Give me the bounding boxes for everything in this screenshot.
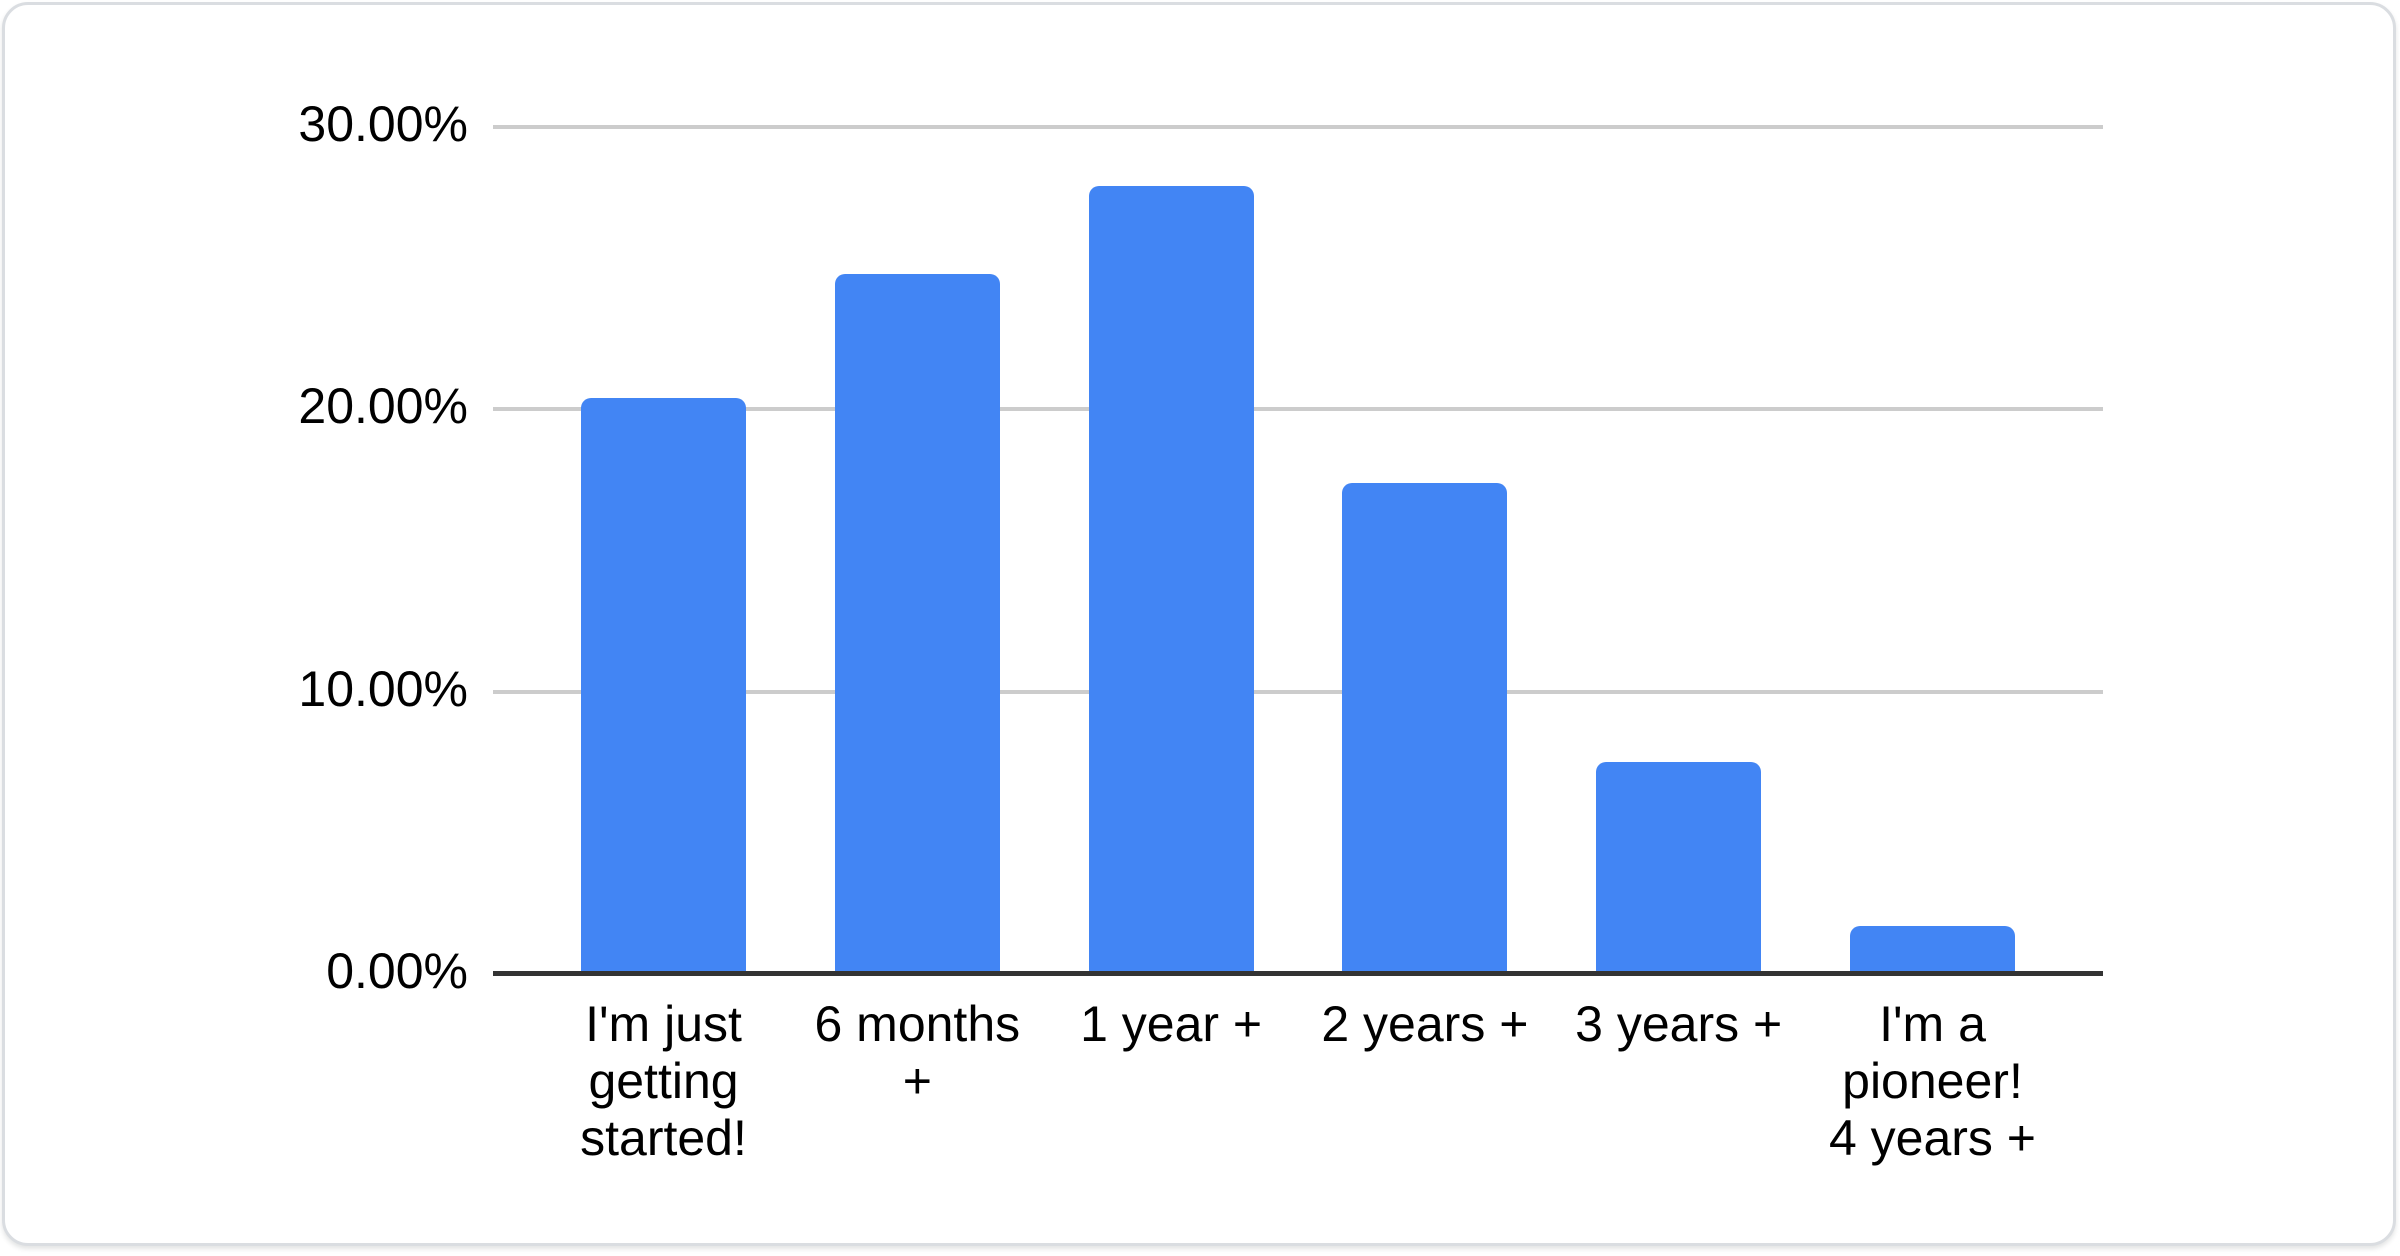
bar-slot-2-years (1298, 127, 1552, 974)
x-tick-label-1-year: 1 year + (1080, 996, 1263, 1052)
x-tick-label-6-months: 6 months + (814, 996, 1021, 1109)
bar-slot-6-months (790, 127, 1044, 974)
y-tick-label-30: 30.00% (298, 96, 468, 152)
x-tick-label-i-m-just-getting-started: I'm just getting started! (580, 996, 747, 1166)
bar-1-year[interactable] (1088, 186, 1254, 974)
gridline-10 (493, 689, 2103, 694)
bar-i-m-a-pioneer-4-years[interactable] (1849, 926, 2015, 974)
gridline-30 (493, 125, 2103, 129)
bar-slot-1-year (1044, 127, 1298, 974)
bar-slot-3-years (1552, 127, 1806, 974)
bar-slot-i-m-a-pioneer-4-years (1806, 127, 2060, 974)
y-tick-label-10: 10.00% (298, 660, 468, 717)
y-tick-label-20: 20.00% (298, 378, 468, 435)
bar-2-years[interactable] (1342, 482, 1508, 974)
bar-slot-i-m-just-getting-started (537, 127, 791, 974)
x-tick-label-2-years: 2 years + (1321, 996, 1529, 1052)
bar-6-months[interactable] (834, 273, 1000, 974)
bar-3-years[interactable] (1596, 762, 1762, 974)
x-tick-label-3-years: 3 years + (1575, 996, 1783, 1052)
gridline-20 (493, 407, 2103, 412)
x-tick-label-i-m-a-pioneer-4-years: I'm a pioneer! 4 years + (1828, 996, 2037, 1166)
x-axis-baseline (493, 971, 2103, 976)
plot-area (493, 125, 2103, 976)
bar-i-m-just-getting-started[interactable] (581, 398, 746, 974)
bar-series (493, 127, 2103, 974)
y-axis: 0.00% 10.00% 20.00% 30.00% (5, 5, 468, 1243)
y-tick-label-0: 0.00% (326, 943, 468, 999)
bar-chart[interactable]: 0.00% 10.00% 20.00% 30.00% I'm just getting… (5, 5, 2393, 1243)
x-axis: I'm just getting started! 6 months + 1 yea… (493, 996, 2103, 1167)
